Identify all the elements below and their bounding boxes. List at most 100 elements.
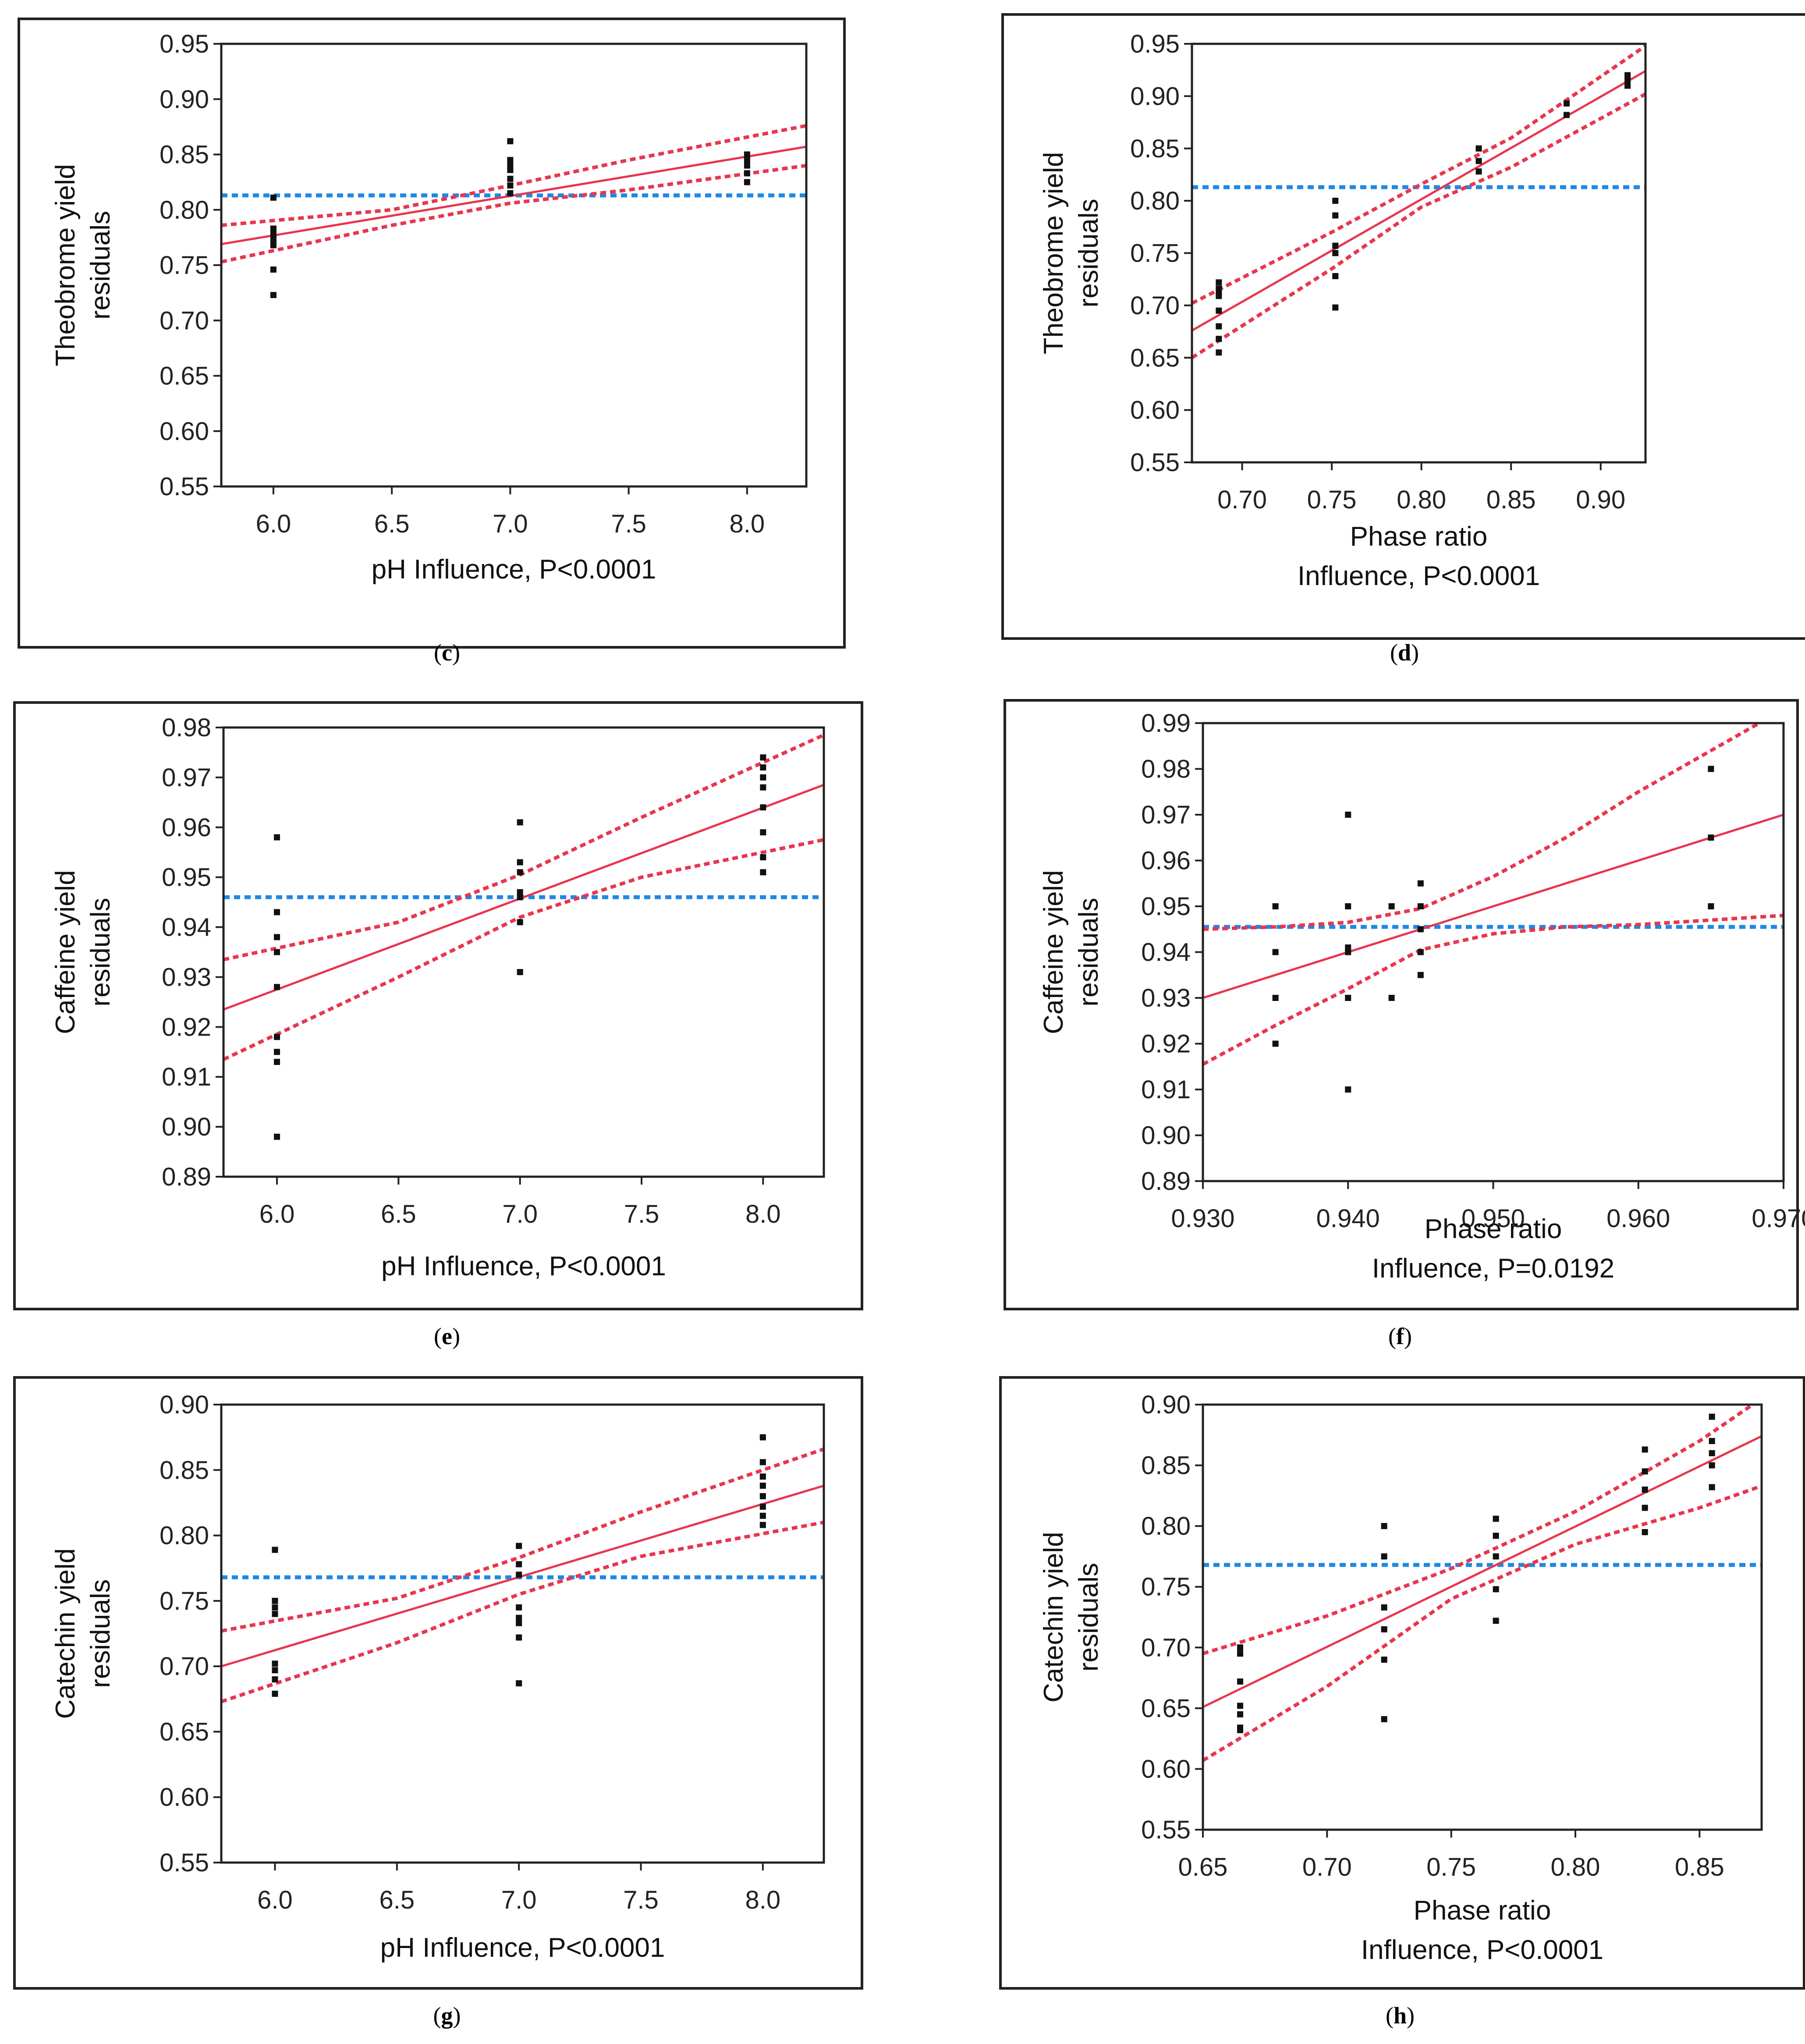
panel-g-data-point bbox=[272, 1676, 278, 1682]
panel-e-data-point bbox=[274, 1133, 280, 1140]
panel-e-xtick-label: 8.0 bbox=[745, 1200, 781, 1228]
panel-d-ytick-label: 0.60 bbox=[1130, 396, 1180, 425]
panel-g-ytick-label: 0.70 bbox=[160, 1652, 209, 1681]
panel-g-data-point bbox=[759, 1473, 766, 1480]
panel-c-data-point bbox=[270, 225, 277, 232]
panel-f-xtick-label: 0.960 bbox=[1606, 1204, 1670, 1233]
panel-g-data-point bbox=[759, 1503, 766, 1510]
panel-c-data-point bbox=[744, 151, 750, 158]
panel-e-data-point bbox=[274, 949, 280, 955]
panel-d-caption: (d) bbox=[1390, 639, 1419, 666]
panel-d-caption-letter: d bbox=[1397, 639, 1411, 666]
panel-e-xtick-label: 7.5 bbox=[624, 1200, 660, 1228]
panel-e-ci-upper bbox=[223, 733, 824, 962]
panel-d-data-point bbox=[1216, 307, 1222, 314]
panel-f-xlabel: Phase ratio bbox=[1425, 1214, 1562, 1244]
panel-h-xtick-label: 0.80 bbox=[1551, 1853, 1600, 1881]
panel-c-caption-letter: c bbox=[442, 639, 452, 666]
panel-h-frame bbox=[999, 1376, 1805, 1990]
panel-g-ytick-label: 0.85 bbox=[160, 1456, 209, 1484]
panel-h-ci-lower bbox=[1203, 1484, 1762, 1762]
panel-h-ylabel: Catechin yield bbox=[1039, 1532, 1069, 1702]
panel-e-xtick-label: 6.5 bbox=[381, 1200, 416, 1228]
panel-e-data-point bbox=[274, 934, 280, 940]
panel-h-data-point bbox=[1381, 1523, 1387, 1529]
panel-c-xtick-label: 7.0 bbox=[493, 510, 528, 538]
panel-g-data-point bbox=[516, 1561, 522, 1568]
panel-c-data-point bbox=[270, 266, 277, 273]
panel-f-plot: 0.89 0.90 0.91 0.92 0.93 0.94 0.95 0.96 0.97 0.98… bbox=[1039, 709, 1805, 1284]
panel-g-xtick-label: 8.0 bbox=[745, 1886, 781, 1914]
panel-h-fit-line bbox=[1203, 1435, 1762, 1708]
panel-g-data-point bbox=[516, 1543, 522, 1549]
panel-f-ytick-label: 0.90 bbox=[1141, 1121, 1191, 1150]
panel-e-data-point bbox=[760, 804, 766, 811]
panel-d-ytick-label: 0.70 bbox=[1130, 291, 1180, 320]
panel-g-data-point bbox=[516, 1615, 522, 1621]
panel-e-xlabel: pH Influence, P<0.0001 bbox=[381, 1251, 666, 1281]
panel-d-ytick-label: 0.95 bbox=[1130, 30, 1180, 58]
panel-c-data-point bbox=[270, 194, 277, 201]
panel-d-fit-line bbox=[1192, 70, 1645, 332]
panel-g-data-point bbox=[272, 1667, 278, 1674]
panel-c-fit-line bbox=[221, 145, 806, 245]
panel-c-data-point bbox=[744, 157, 750, 163]
panel-d-data-point bbox=[1332, 304, 1339, 311]
panel-d-data-point bbox=[1216, 279, 1222, 286]
panel-e-data-point bbox=[517, 889, 523, 895]
panel-h-ylabel: residuals bbox=[1074, 1563, 1104, 1671]
panel-d-data-point bbox=[1332, 212, 1339, 219]
panel-h-data-point bbox=[1642, 1529, 1648, 1535]
panel-d-frame bbox=[1001, 13, 1805, 640]
panel-e-ylabel: Caffeine yield bbox=[50, 870, 81, 1034]
panel-g-plot: 0.55 0.60 0.65 0.70 0.75 0.80 0.85 0.90 6.0 6.5 7.… bbox=[50, 1391, 825, 1963]
panel-e-ytick-label: 0.93 bbox=[162, 963, 211, 991]
panel-f-caption-letter: f bbox=[1396, 1323, 1404, 1349]
panel-g-data-point bbox=[516, 1634, 522, 1641]
panel-f-data-point bbox=[1345, 949, 1351, 955]
panel-e-ytick-label: 0.98 bbox=[162, 713, 211, 742]
panel-c-xtick-label: 6.5 bbox=[374, 510, 410, 538]
panel-g-xtick-label: 7.5 bbox=[623, 1886, 659, 1914]
panel-h-ci-upper bbox=[1203, 1405, 1756, 1655]
panel-f-ytick-label: 0.96 bbox=[1141, 847, 1191, 875]
panel-f-data-point bbox=[1708, 766, 1714, 772]
panel-c-data-point bbox=[270, 242, 277, 248]
panel-d-data-point bbox=[1624, 72, 1631, 78]
panel-f-data-point bbox=[1417, 972, 1424, 978]
panel-h-data-point bbox=[1642, 1505, 1648, 1511]
panel-g-ylabel: Catechin yield bbox=[50, 1548, 81, 1719]
panel-h-ytick-label: 0.60 bbox=[1141, 1755, 1191, 1783]
panel-h-ytick-label: 0.55 bbox=[1141, 1816, 1191, 1844]
panel-d-data-point bbox=[1332, 198, 1339, 204]
panel-f-data-point bbox=[1272, 995, 1279, 1001]
panel-d-ci-upper bbox=[1192, 44, 1645, 305]
panel-e-data-point bbox=[760, 854, 766, 861]
panel-d-xtick-label: 0.85 bbox=[1486, 486, 1536, 514]
panel-h-data-point bbox=[1642, 1446, 1648, 1453]
panel-f-fit-line bbox=[1203, 813, 1784, 999]
panel-f-ylabel: Caffeine yield bbox=[1039, 870, 1069, 1034]
panel-e-ytick-label: 0.97 bbox=[162, 763, 211, 792]
panel-c-ytick-label: 0.55 bbox=[160, 472, 209, 501]
panel-e-data-point bbox=[760, 764, 766, 771]
panel-d-ytick-label: 0.85 bbox=[1130, 135, 1180, 163]
panel-f-xtick-label: 0.970 bbox=[1752, 1204, 1805, 1233]
panel-h-data-point bbox=[1493, 1618, 1499, 1624]
panel-e-ytick-label: 0.89 bbox=[162, 1163, 211, 1191]
panel-h-data-point bbox=[1237, 1727, 1243, 1733]
panel-d-xtick-label: 0.80 bbox=[1397, 486, 1446, 514]
panel-d-axes-box bbox=[1191, 43, 1647, 464]
panel-f-xtick-label: 0.950 bbox=[1461, 1204, 1525, 1233]
panel-d-xtick-label: 0.75 bbox=[1307, 486, 1357, 514]
panel-e-data-point bbox=[274, 1049, 280, 1055]
panel-h-caption: (h) bbox=[1385, 2002, 1415, 2029]
panel-g-ylabel: residuals bbox=[85, 1579, 116, 1688]
panel-e-caption-letter: e bbox=[442, 1323, 452, 1349]
panel-g-caption-letter: g bbox=[441, 2002, 453, 2029]
panel-h-ytick-label: 0.85 bbox=[1141, 1451, 1191, 1480]
panel-e-ytick-label: 0.95 bbox=[162, 863, 211, 892]
panel-g-xlabel: pH Influence, P<0.0001 bbox=[380, 1933, 665, 1963]
panel-f-data-point bbox=[1272, 1040, 1279, 1047]
panel-e-xtick-label: 6.0 bbox=[259, 1200, 295, 1228]
